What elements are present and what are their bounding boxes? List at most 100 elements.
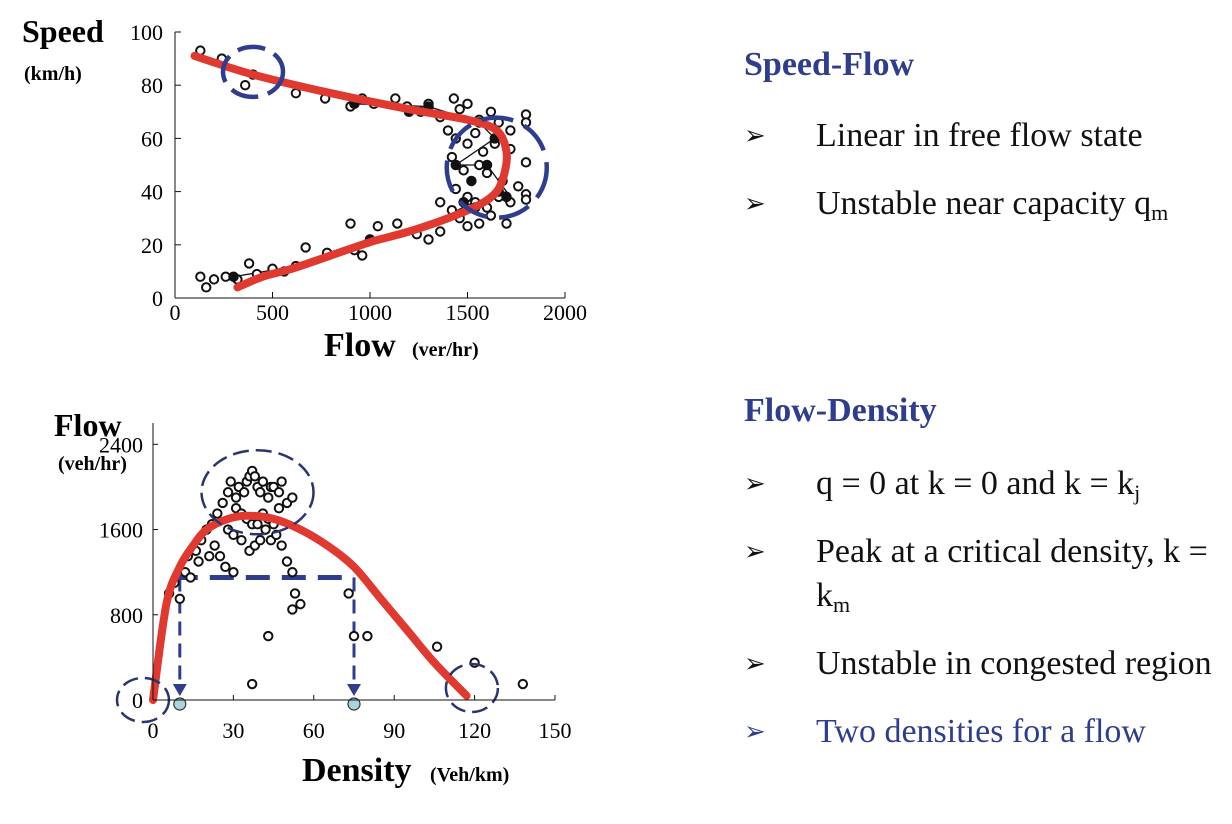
y-tick-label: 2400 (99, 432, 143, 457)
data-point (287, 604, 298, 615)
data-point (255, 487, 266, 498)
flow-density-ylabel-unit: (veh/hr) (58, 453, 127, 475)
data-point (357, 250, 368, 261)
data-point (209, 540, 220, 551)
data-point-filled (481, 159, 493, 171)
data-point (392, 218, 403, 229)
flow-density-title: Flow-Density (744, 392, 937, 429)
data-point (243, 258, 255, 269)
data-point (505, 125, 516, 136)
data-point (268, 519, 279, 530)
y-tick-label: 1600 (99, 518, 143, 543)
data-point (287, 566, 298, 578)
data-point (246, 465, 258, 477)
data-point (520, 157, 532, 168)
density-marker (173, 697, 187, 711)
bullet-text: q = 0 at k = 0 and k = k (816, 465, 1135, 502)
data-point (446, 151, 458, 163)
capacity-circle (444, 115, 549, 220)
data-point (295, 598, 306, 610)
data-point (462, 138, 473, 149)
data-point (271, 529, 282, 541)
data-point (255, 534, 266, 546)
arrow-bullet-icon: ➢ (744, 469, 766, 499)
flow-density-ylabel: Flow (54, 407, 122, 443)
y-tick-label: 0 (152, 286, 163, 311)
data-point (474, 218, 485, 229)
data-point (485, 210, 497, 221)
bullet-item: ➢ Unstable near capacity qm (744, 182, 1224, 226)
data-point (225, 476, 236, 487)
data-point (345, 218, 356, 229)
speed-flow-xlabel-unit: (ver/hr) (412, 339, 479, 361)
bullet-item: ➢ Peak at a critical density, k = km (744, 530, 1224, 618)
data-point (206, 519, 218, 530)
data-point (362, 630, 373, 642)
data-point (462, 220, 473, 232)
arrow-bullet-icon: ➢ (744, 537, 766, 567)
arrow-bullet-icon: ➢ (744, 649, 766, 679)
data-point (249, 471, 261, 482)
data-point (273, 503, 285, 514)
x-tick-label: 1000 (348, 300, 392, 325)
peak-circle (200, 449, 315, 536)
x-tick-label: 2000 (543, 300, 587, 325)
data-point (185, 572, 196, 583)
data-point-filled (501, 191, 512, 203)
data-point (343, 588, 354, 599)
y-tick-label: 40 (141, 180, 163, 205)
data-point-filled (228, 271, 239, 282)
bullet-text: Unstable in congested region (816, 645, 1212, 682)
data-point (281, 497, 293, 509)
data-point (435, 226, 446, 237)
y-tick-label: 100 (130, 20, 163, 45)
data-point (513, 181, 524, 192)
free-flow-circle (220, 44, 286, 100)
bullet-item-highlight: ➢ Two densities for a flow (744, 710, 1224, 754)
data-point (252, 519, 263, 530)
data-point (263, 630, 274, 642)
data-point (257, 508, 269, 519)
data-point (204, 550, 215, 562)
data-point (423, 234, 434, 245)
data-point (257, 476, 269, 487)
jam-density-circle (444, 662, 500, 714)
data-point (240, 80, 251, 91)
data-point (263, 513, 274, 525)
density-arrow (347, 684, 361, 696)
speed-flow-chart: 0 500 1000 1500 2000 0 20 40 60 80 100 Speed (km/h… (22, 13, 587, 364)
data-point (470, 127, 481, 139)
data-point (217, 497, 228, 509)
data-point (273, 487, 285, 498)
data-point (230, 492, 242, 503)
bullet-subscript: m (833, 592, 851, 617)
x-tick-label: 500 (256, 300, 289, 325)
data-point (458, 165, 469, 176)
data-point (222, 487, 234, 498)
x-tick-label: 0 (148, 718, 159, 743)
data-point (230, 503, 242, 514)
data-point (448, 93, 460, 104)
bullet-item: ➢ Unstable in congested region (744, 642, 1224, 686)
origin-circle (115, 676, 171, 724)
data-point-filled (466, 175, 477, 187)
data-point (390, 93, 401, 104)
data-point (163, 588, 175, 599)
flow-density-xlabel-unit: (Veh/km) (430, 764, 509, 786)
data-point (276, 540, 287, 551)
x-tick-label: 1500 (446, 300, 490, 325)
data-point (252, 481, 263, 493)
x-tick-label: 30 (222, 718, 244, 743)
data-point (300, 242, 311, 253)
data-point (462, 98, 473, 110)
y-tick-label: 60 (141, 126, 163, 151)
speed-flow-ylabel: Speed (22, 13, 104, 49)
data-point (244, 471, 255, 482)
data-point (246, 519, 258, 530)
data-point (169, 577, 180, 589)
x-tick-label: 120 (458, 718, 491, 743)
data-point (348, 630, 360, 642)
bullet-text: Linear in free flow state (816, 117, 1143, 154)
density-marker (347, 697, 361, 711)
data-point (477, 146, 489, 157)
